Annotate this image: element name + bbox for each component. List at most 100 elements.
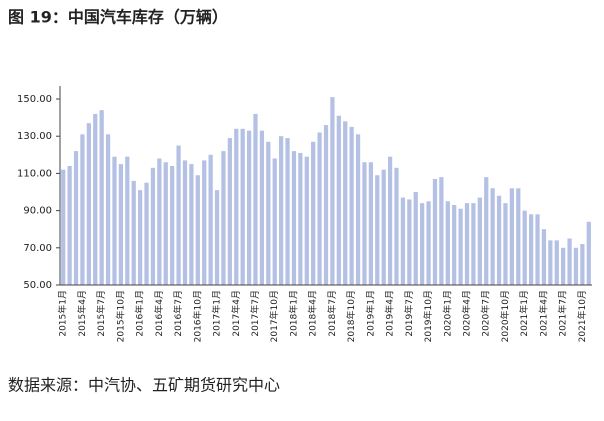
bar xyxy=(266,141,271,285)
x-tick-label: 2019年7月 xyxy=(403,290,415,337)
bar xyxy=(413,192,418,285)
bar xyxy=(516,188,521,285)
bar xyxy=(362,162,367,285)
bar xyxy=(381,169,386,285)
bar xyxy=(125,156,130,285)
x-tick-label: 2015年7月 xyxy=(95,290,107,337)
y-tick-label: 110.00 xyxy=(17,168,52,179)
x-tick-label: 2017年10月 xyxy=(268,290,280,342)
bar xyxy=(394,167,399,285)
bar xyxy=(105,134,111,285)
bar xyxy=(387,156,393,285)
x-tick-label: 2017年1月 xyxy=(211,290,223,337)
x-tick-label: 2020年10月 xyxy=(499,290,511,342)
bar xyxy=(503,203,508,285)
bar xyxy=(522,210,527,285)
bar xyxy=(73,151,79,285)
bar xyxy=(99,110,104,285)
bar xyxy=(330,97,335,286)
bar xyxy=(202,160,207,285)
y-tick-label: 130.00 xyxy=(17,131,52,142)
bar xyxy=(150,167,156,285)
bar xyxy=(586,221,591,285)
bar xyxy=(471,203,476,285)
bar xyxy=(368,162,373,285)
bar xyxy=(189,164,194,285)
x-tick-label: 2018年10月 xyxy=(345,290,357,342)
bar xyxy=(554,240,559,285)
bar xyxy=(464,203,470,285)
bar xyxy=(170,165,175,285)
bar xyxy=(477,197,482,285)
bar xyxy=(285,138,290,285)
bar xyxy=(509,188,514,285)
bar xyxy=(317,132,322,285)
bar xyxy=(176,145,181,285)
x-tick-label: 2015年1月 xyxy=(57,290,69,337)
x-tick-label: 2020年4月 xyxy=(461,290,473,337)
x-tick-label: 2016年7月 xyxy=(172,290,184,337)
bar xyxy=(580,244,585,285)
bar xyxy=(61,169,66,285)
bar xyxy=(112,156,117,285)
bar xyxy=(311,141,316,285)
x-tick-label: 2017年4月 xyxy=(230,290,242,337)
bar xyxy=(541,229,547,285)
bar xyxy=(118,164,124,285)
bar xyxy=(573,247,579,285)
bar xyxy=(432,178,438,285)
y-tick-label: 70.00 xyxy=(23,243,52,254)
bar xyxy=(279,136,284,285)
bar xyxy=(567,238,572,285)
x-tick-label: 2021年4月 xyxy=(537,290,549,337)
x-tick-label: 2019年10月 xyxy=(422,290,434,342)
y-tick-label: 90.00 xyxy=(23,206,52,217)
x-tick-label: 2018年7月 xyxy=(326,290,338,337)
x-tick-label: 2016年10月 xyxy=(191,290,203,342)
bar xyxy=(298,152,303,285)
bar xyxy=(67,165,72,285)
bar xyxy=(214,190,220,285)
bar xyxy=(548,240,553,285)
x-tick-label: 2021年1月 xyxy=(518,290,530,337)
bar xyxy=(400,197,406,285)
bar xyxy=(420,203,425,285)
x-tick-label: 2021年7月 xyxy=(557,290,569,337)
x-tick-label: 2020年7月 xyxy=(480,290,492,337)
x-tick-label: 2018年4月 xyxy=(307,290,319,337)
bar xyxy=(291,151,297,285)
bar xyxy=(138,190,143,285)
bar xyxy=(259,130,265,285)
bar xyxy=(157,158,162,285)
bar xyxy=(182,160,188,285)
chart-source: 数据来源：中汽协、五矿期货研究中心 xyxy=(8,376,280,395)
bar xyxy=(535,214,540,285)
bar xyxy=(349,126,354,285)
bar xyxy=(304,156,309,285)
bar xyxy=(439,177,444,285)
bar xyxy=(195,175,200,285)
bar xyxy=(528,214,534,285)
bar xyxy=(227,138,232,285)
chart-title: 图 19：中国汽车库存（万辆） xyxy=(8,8,228,27)
bar xyxy=(561,247,566,285)
bar xyxy=(131,180,136,285)
bar xyxy=(246,130,252,285)
bar xyxy=(355,134,361,285)
x-tick-label: 2015年10月 xyxy=(114,290,126,342)
bar xyxy=(253,113,258,286)
x-tick-label: 2019年4月 xyxy=(384,290,396,337)
x-tick-label: 2019年1月 xyxy=(364,290,376,337)
bar xyxy=(144,182,149,285)
bar xyxy=(490,188,495,285)
x-tick-label: 2015年4月 xyxy=(76,290,88,337)
x-tick-label: 2018年1月 xyxy=(287,290,299,337)
bar xyxy=(484,177,489,285)
bar xyxy=(407,199,412,285)
bar xyxy=(458,208,463,285)
bar xyxy=(221,151,226,285)
bar xyxy=(80,134,85,285)
x-tick-label: 2021年10月 xyxy=(576,290,588,342)
bar xyxy=(496,195,502,285)
